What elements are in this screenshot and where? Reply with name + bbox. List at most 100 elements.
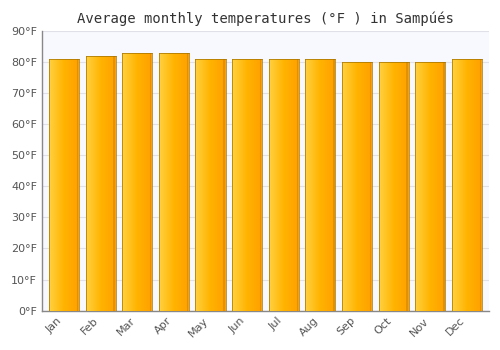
Bar <box>312 59 314 310</box>
Bar <box>214 59 216 310</box>
Bar <box>278 59 280 310</box>
Bar <box>75 59 76 310</box>
Bar <box>161 53 162 310</box>
Bar <box>261 59 262 310</box>
Bar <box>96 56 98 310</box>
Bar <box>296 59 298 310</box>
Bar <box>143 53 144 310</box>
Bar <box>167 53 168 310</box>
Bar <box>54 59 55 310</box>
Bar <box>368 62 369 310</box>
Bar <box>250 59 251 310</box>
Bar <box>173 53 174 310</box>
Bar <box>172 53 173 310</box>
Bar <box>125 53 126 310</box>
Bar <box>333 59 334 310</box>
Bar <box>131 53 132 310</box>
Bar <box>122 53 123 310</box>
Bar <box>55 59 56 310</box>
Bar <box>426 62 428 310</box>
Bar <box>124 53 125 310</box>
Bar <box>169 53 170 310</box>
Bar <box>464 59 465 310</box>
Bar <box>251 59 252 310</box>
Bar <box>90 56 92 310</box>
Bar <box>355 62 356 310</box>
Bar <box>243 59 244 310</box>
Bar <box>198 59 200 310</box>
Bar <box>358 62 359 310</box>
Bar <box>68 59 69 310</box>
Bar <box>430 62 432 310</box>
Bar <box>76 59 78 310</box>
Bar <box>247 59 248 310</box>
Bar <box>98 56 100 310</box>
Bar <box>86 56 88 310</box>
Bar <box>330 59 332 310</box>
Bar <box>104 56 106 310</box>
Bar <box>440 62 442 310</box>
Bar <box>361 62 362 310</box>
Bar <box>160 53 161 310</box>
Bar <box>182 53 183 310</box>
Bar <box>371 62 372 310</box>
Bar <box>88 56 90 310</box>
Bar <box>114 56 116 310</box>
Bar <box>240 59 241 310</box>
Bar <box>292 59 293 310</box>
Bar <box>291 59 292 310</box>
Bar <box>253 59 254 310</box>
Bar <box>238 59 239 310</box>
Bar <box>239 59 240 310</box>
Bar <box>58 59 59 310</box>
Bar <box>59 59 60 310</box>
Bar <box>52 59 53 310</box>
Bar <box>65 59 66 310</box>
Bar <box>322 59 324 310</box>
Bar <box>280 59 281 310</box>
Bar <box>352 62 353 310</box>
Bar <box>298 59 299 310</box>
Bar <box>222 59 224 310</box>
Bar <box>406 62 408 310</box>
Bar <box>224 59 226 310</box>
Bar <box>178 53 179 310</box>
Bar <box>187 53 188 310</box>
Bar <box>466 59 467 310</box>
Bar <box>272 59 274 310</box>
Bar <box>254 59 255 310</box>
Bar <box>384 62 386 310</box>
Bar <box>242 59 243 310</box>
Bar <box>290 59 291 310</box>
Bar <box>49 59 50 310</box>
Bar <box>212 59 214 310</box>
Bar <box>428 62 430 310</box>
Bar <box>465 59 466 310</box>
Bar <box>176 53 177 310</box>
Bar <box>370 62 372 310</box>
Bar <box>141 53 142 310</box>
Bar <box>328 59 330 310</box>
Bar <box>380 62 382 310</box>
Bar <box>69 59 70 310</box>
Bar <box>443 62 444 310</box>
Bar <box>347 62 348 310</box>
Bar <box>459 59 460 310</box>
Bar <box>132 53 133 310</box>
Bar <box>268 59 270 310</box>
Bar <box>343 62 344 310</box>
Bar <box>244 59 245 310</box>
Bar <box>100 56 102 310</box>
Bar <box>284 59 286 310</box>
Bar <box>436 62 438 310</box>
Bar <box>270 59 272 310</box>
Bar <box>453 59 454 310</box>
Bar <box>150 53 152 310</box>
Bar <box>480 59 481 310</box>
Bar <box>78 59 79 310</box>
Bar <box>171 53 172 310</box>
Bar <box>394 62 396 310</box>
Bar <box>345 62 346 310</box>
Bar <box>57 59 58 310</box>
Bar <box>218 59 220 310</box>
